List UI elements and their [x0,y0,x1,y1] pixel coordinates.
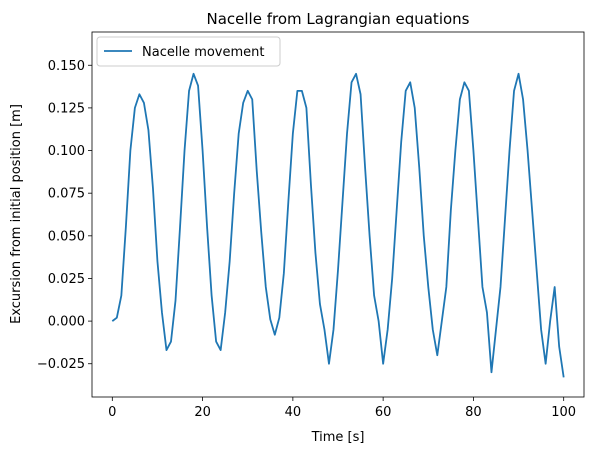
y-axis: −0.025 0.000 0.025 0.050 0.075 0.100 0.125 0.15… [37,59,92,372]
x-tick-label: 80 [465,405,482,420]
x-tick-label: 40 [285,405,302,420]
x-tick-label: 0 [108,405,116,420]
y-tick-label: 0.075 [48,187,85,202]
y-tick-label: 0.125 [48,101,85,116]
y-tick-label: 0.150 [48,59,85,74]
y-tick-label: 0.100 [48,144,85,159]
legend-box [96,36,281,67]
y-tick-label: −0.025 [37,357,85,372]
x-tick-label: 60 [375,405,392,420]
x-axis-label: Time [s] [311,430,365,445]
x-tick-label: 100 [551,405,576,420]
chart-title: Nacelle from Lagrangian equations [207,10,470,28]
y-tick-label: 0.050 [48,229,85,244]
y-tick-label: 0.025 [48,272,85,287]
legend: Nacelle movement [96,36,281,67]
y-tick-label: 0.000 [48,315,85,330]
series-line-0 [111,72,565,378]
legend-label: Nacelle movement [142,45,265,60]
plot-area [111,72,565,378]
y-axis-label: Excursion from initial position [m] [9,104,24,324]
x-tick-label: 20 [194,405,211,420]
plot-frame [91,31,585,398]
x-axis: 0 20 40 60 80 100 [108,397,576,420]
